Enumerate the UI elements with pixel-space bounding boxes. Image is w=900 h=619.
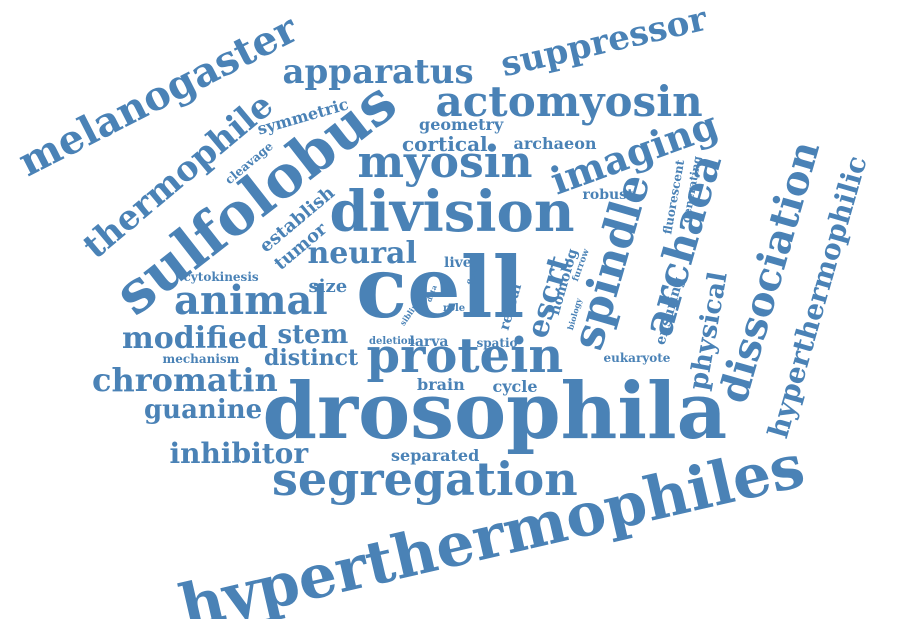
word-division: division (329, 179, 575, 245)
word-larva: larva (409, 334, 449, 350)
word-robust: robust (582, 187, 634, 203)
word-segregation: segregation (272, 452, 578, 506)
word-stem: stem (277, 320, 349, 350)
word-geometry: geometry (419, 115, 504, 134)
word-modified: modified (122, 321, 269, 356)
word-inhibitor: inhibitor (169, 437, 309, 470)
word-brain: brain (417, 375, 465, 394)
word-suppressor: suppressor (497, 0, 711, 86)
word-cycle: cycle (492, 377, 538, 396)
word-cell: cell (356, 238, 525, 337)
word-cortical: cortical (402, 132, 488, 156)
word-deletion: deletion (369, 336, 415, 347)
word-distinct: distinct (264, 345, 359, 371)
word-protein: protein (366, 328, 564, 384)
word-spatio: spatio (476, 336, 518, 350)
word-actomyosin: actomyosin (435, 77, 703, 126)
word-live: live (444, 255, 472, 271)
word-apparatus: apparatus (282, 52, 474, 92)
word-cytokinesis: cytokinesis (183, 270, 259, 284)
word-eukaryote: eukaryote (603, 351, 671, 365)
word-animal: animal (174, 277, 328, 324)
word-drosophila: drosophila (262, 366, 728, 457)
word-role: role (443, 303, 466, 314)
word-myosin: myosin (357, 137, 533, 188)
word-mechanism: mechanism (162, 352, 240, 366)
word-neural: neural (307, 236, 417, 271)
word-guanine: guanine (144, 395, 263, 425)
word-separated: separated (391, 446, 480, 465)
word-archaeon: archaeon (513, 134, 597, 153)
word-size: size (308, 276, 348, 297)
word-chromatin: chromatin (92, 361, 278, 399)
